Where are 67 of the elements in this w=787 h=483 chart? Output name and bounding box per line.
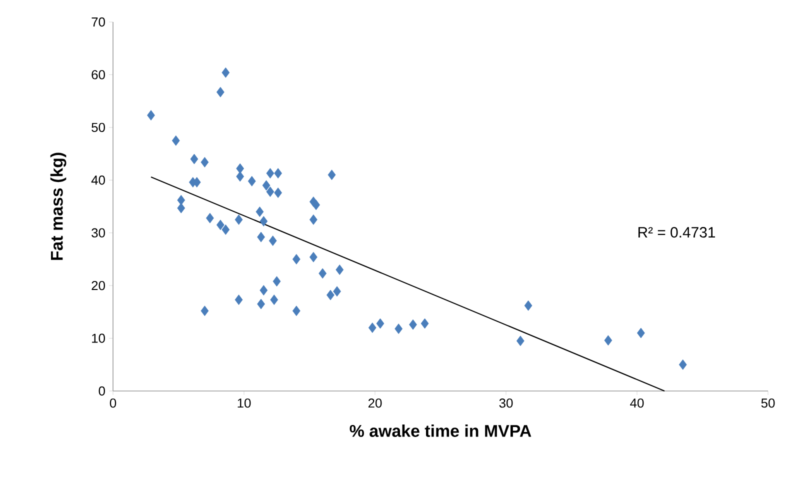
point	[234, 294, 243, 305]
point	[248, 176, 256, 186]
point	[274, 168, 282, 178]
point	[409, 319, 417, 330]
point	[272, 276, 281, 287]
x-tick-label: 30	[499, 398, 513, 408]
point	[234, 214, 243, 225]
x-axis-title: % awake time in MVPA	[350, 424, 532, 437]
point	[312, 200, 320, 210]
point	[270, 294, 278, 305]
point	[368, 322, 376, 333]
point	[336, 264, 344, 275]
point	[604, 335, 612, 346]
point	[216, 220, 224, 230]
point	[257, 298, 265, 310]
annotation: R² = 0.4731	[638, 227, 716, 238]
point	[177, 202, 186, 214]
point	[420, 318, 429, 329]
point	[274, 188, 282, 198]
y-tick-label: 60	[92, 70, 105, 80]
point	[292, 254, 300, 264]
y-tick-label: 20	[92, 280, 105, 290]
point	[260, 216, 268, 226]
point	[200, 306, 209, 316]
point	[190, 154, 198, 164]
point	[333, 286, 341, 297]
point	[309, 214, 318, 225]
point	[236, 163, 244, 174]
point	[256, 206, 264, 217]
point	[262, 180, 270, 191]
point	[524, 300, 532, 311]
point	[678, 359, 687, 370]
point	[292, 306, 300, 316]
y-axis-title: Fat mass (kg)	[50, 152, 66, 260]
point	[266, 168, 274, 178]
x-tick-label: 20	[368, 398, 382, 408]
point	[216, 86, 224, 98]
y-tick-label: 0	[98, 386, 105, 396]
point	[326, 290, 334, 300]
y-tick-label: 70	[92, 17, 105, 27]
point	[516, 336, 524, 346]
y-tick-label: 50	[92, 122, 105, 132]
point	[236, 171, 244, 182]
x-tick-label: 40	[630, 398, 644, 408]
point	[200, 157, 209, 168]
point	[268, 236, 277, 246]
point	[318, 268, 327, 279]
x-tick-label: 50	[761, 398, 775, 408]
point	[266, 186, 274, 197]
y-tick-label: 40	[91, 176, 105, 185]
point	[260, 285, 268, 296]
y-tick-label: 30	[92, 228, 105, 238]
point	[222, 67, 230, 78]
point	[257, 232, 265, 242]
point	[376, 318, 384, 329]
x-tick-label: 10	[238, 398, 251, 408]
point	[147, 110, 155, 120]
point	[222, 224, 230, 235]
point	[394, 324, 403, 334]
point	[309, 252, 318, 262]
point	[636, 328, 645, 338]
point	[177, 194, 186, 206]
y-tick-label: 10	[92, 334, 105, 343]
x-tick-label: 0	[110, 398, 116, 408]
point	[206, 212, 214, 224]
point	[172, 135, 180, 146]
point	[328, 170, 336, 180]
